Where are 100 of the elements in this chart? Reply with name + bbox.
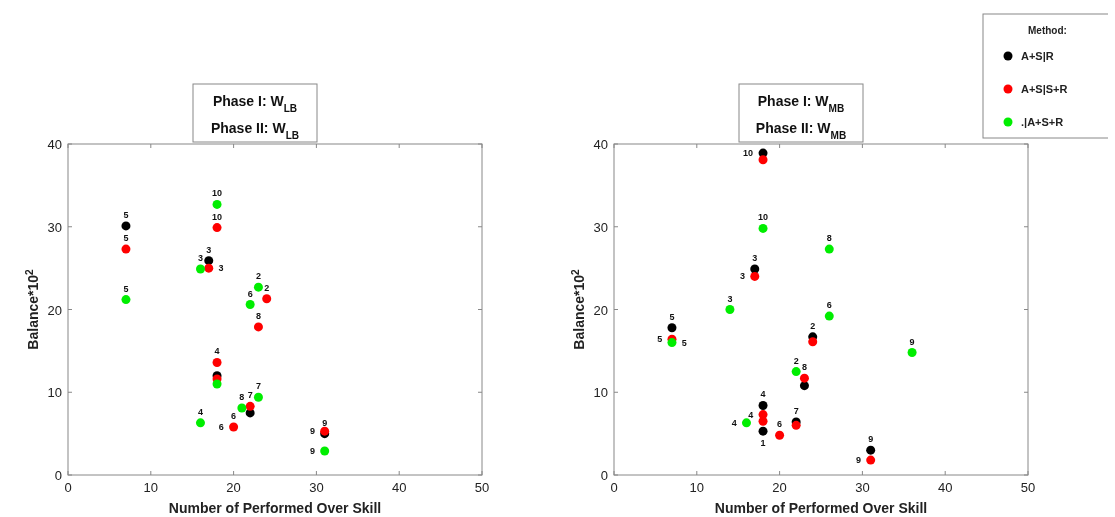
x-axis-title: Number of Performed Over Skill bbox=[168, 500, 382, 516]
point bbox=[229, 422, 239, 432]
x-axis-title: Number of Performed Over Skill bbox=[714, 500, 928, 516]
annotation: 4 bbox=[760, 389, 766, 400]
annotation: 6 bbox=[247, 288, 253, 299]
point bbox=[808, 337, 818, 347]
point bbox=[667, 323, 677, 333]
y-tick-label: 40 bbox=[47, 137, 62, 152]
point bbox=[907, 348, 917, 358]
annotation: 3 bbox=[727, 293, 733, 304]
y-tick-label: 20 bbox=[593, 302, 608, 318]
annotation: 3 bbox=[740, 271, 746, 282]
annotation: 8 bbox=[801, 362, 807, 373]
point bbox=[204, 256, 214, 266]
y-tick-label: 30 bbox=[47, 219, 62, 235]
annotation: 2 bbox=[810, 320, 816, 331]
x-tick-label: 40 bbox=[937, 480, 953, 495]
point bbox=[866, 455, 876, 465]
annotation: 9 bbox=[309, 446, 315, 456]
annotation: 7 bbox=[255, 381, 261, 392]
annotation: 8 bbox=[255, 310, 261, 321]
point bbox=[121, 244, 131, 254]
legend-label: .|A+S+R bbox=[1021, 116, 1064, 128]
point bbox=[799, 381, 809, 391]
x-tick-label: 40 bbox=[391, 480, 407, 495]
y-tick-label: 30 bbox=[593, 219, 608, 235]
legend-label: A+S|S+R bbox=[1021, 83, 1068, 95]
annotation: 5 bbox=[681, 337, 687, 348]
point bbox=[121, 295, 131, 305]
annotation: 2 bbox=[264, 282, 270, 293]
point bbox=[791, 367, 801, 377]
annotation: 5 bbox=[123, 209, 129, 220]
x-tick-label: 50 bbox=[1020, 480, 1036, 495]
legend-title: Method: bbox=[1028, 25, 1067, 36]
point bbox=[212, 357, 222, 367]
point bbox=[237, 403, 247, 413]
x-tick-label: 20 bbox=[226, 480, 241, 495]
point bbox=[725, 305, 735, 314]
point bbox=[741, 418, 751, 428]
point bbox=[824, 244, 834, 254]
annotation: 10 bbox=[212, 211, 223, 222]
annotation: 9 bbox=[855, 455, 861, 466]
point bbox=[253, 322, 263, 332]
annotation: 6 bbox=[826, 300, 832, 311]
point bbox=[799, 373, 809, 383]
point bbox=[212, 379, 222, 389]
annotation: 4 bbox=[731, 417, 737, 428]
point bbox=[824, 311, 834, 321]
annotation: 4 bbox=[214, 346, 220, 357]
point bbox=[667, 338, 677, 348]
annotation: 9 bbox=[322, 417, 328, 428]
point bbox=[750, 271, 760, 281]
legend-label: A+S|R bbox=[1021, 50, 1054, 62]
point bbox=[758, 400, 768, 410]
annotation: 8 bbox=[239, 391, 245, 402]
y-tick-label: 10 bbox=[593, 385, 608, 401]
y-tick-label: 20 bbox=[47, 302, 62, 318]
point bbox=[195, 418, 205, 428]
annotation: 3 bbox=[218, 263, 224, 274]
point bbox=[212, 199, 222, 209]
x-tick-label: 30 bbox=[309, 480, 324, 495]
point bbox=[758, 223, 768, 233]
annotation: 6 bbox=[777, 419, 783, 430]
point bbox=[212, 223, 222, 233]
annotation: 1 bbox=[760, 438, 766, 449]
annotation: 9 bbox=[909, 336, 915, 347]
annotation: 7 bbox=[247, 390, 253, 401]
point bbox=[320, 446, 330, 456]
point bbox=[758, 155, 768, 165]
point bbox=[121, 221, 131, 231]
chart-title: Phase I: W$_{LB}$ bbox=[212, 93, 298, 114]
annotation: 8 bbox=[826, 233, 832, 244]
annotation: 7 bbox=[793, 406, 799, 417]
point bbox=[758, 426, 768, 436]
annotation: 2 bbox=[255, 271, 261, 282]
annotation: 5 bbox=[123, 283, 129, 294]
annotation: 10 bbox=[758, 212, 769, 223]
y-tick-label: 40 bbox=[593, 137, 608, 152]
point bbox=[775, 430, 785, 440]
point bbox=[262, 294, 272, 304]
annotation: 2 bbox=[793, 355, 799, 366]
annotation: 4 bbox=[748, 409, 754, 420]
annotation: 5 bbox=[669, 311, 675, 322]
annotation: 6 bbox=[218, 422, 224, 433]
x-tick-label: 0 bbox=[610, 480, 618, 495]
point bbox=[245, 401, 255, 411]
annotation: 3 bbox=[752, 252, 758, 263]
y-tick-label: 0 bbox=[54, 468, 62, 483]
point bbox=[245, 300, 255, 310]
point bbox=[204, 263, 214, 273]
y-tick-label: 10 bbox=[47, 385, 62, 401]
x-tick-label: 10 bbox=[143, 480, 159, 495]
x-tick-label: 20 bbox=[772, 480, 787, 495]
annotation: 5 bbox=[657, 334, 663, 345]
annotation: 5 bbox=[123, 233, 129, 244]
x-tick-label: 50 bbox=[474, 480, 490, 495]
y-tick-label: 0 bbox=[600, 468, 608, 483]
annotation: 9 bbox=[868, 434, 874, 445]
annotation: 4 bbox=[197, 406, 203, 417]
chart-subtitle: Phase II: W$_{LB}$ bbox=[210, 120, 300, 141]
